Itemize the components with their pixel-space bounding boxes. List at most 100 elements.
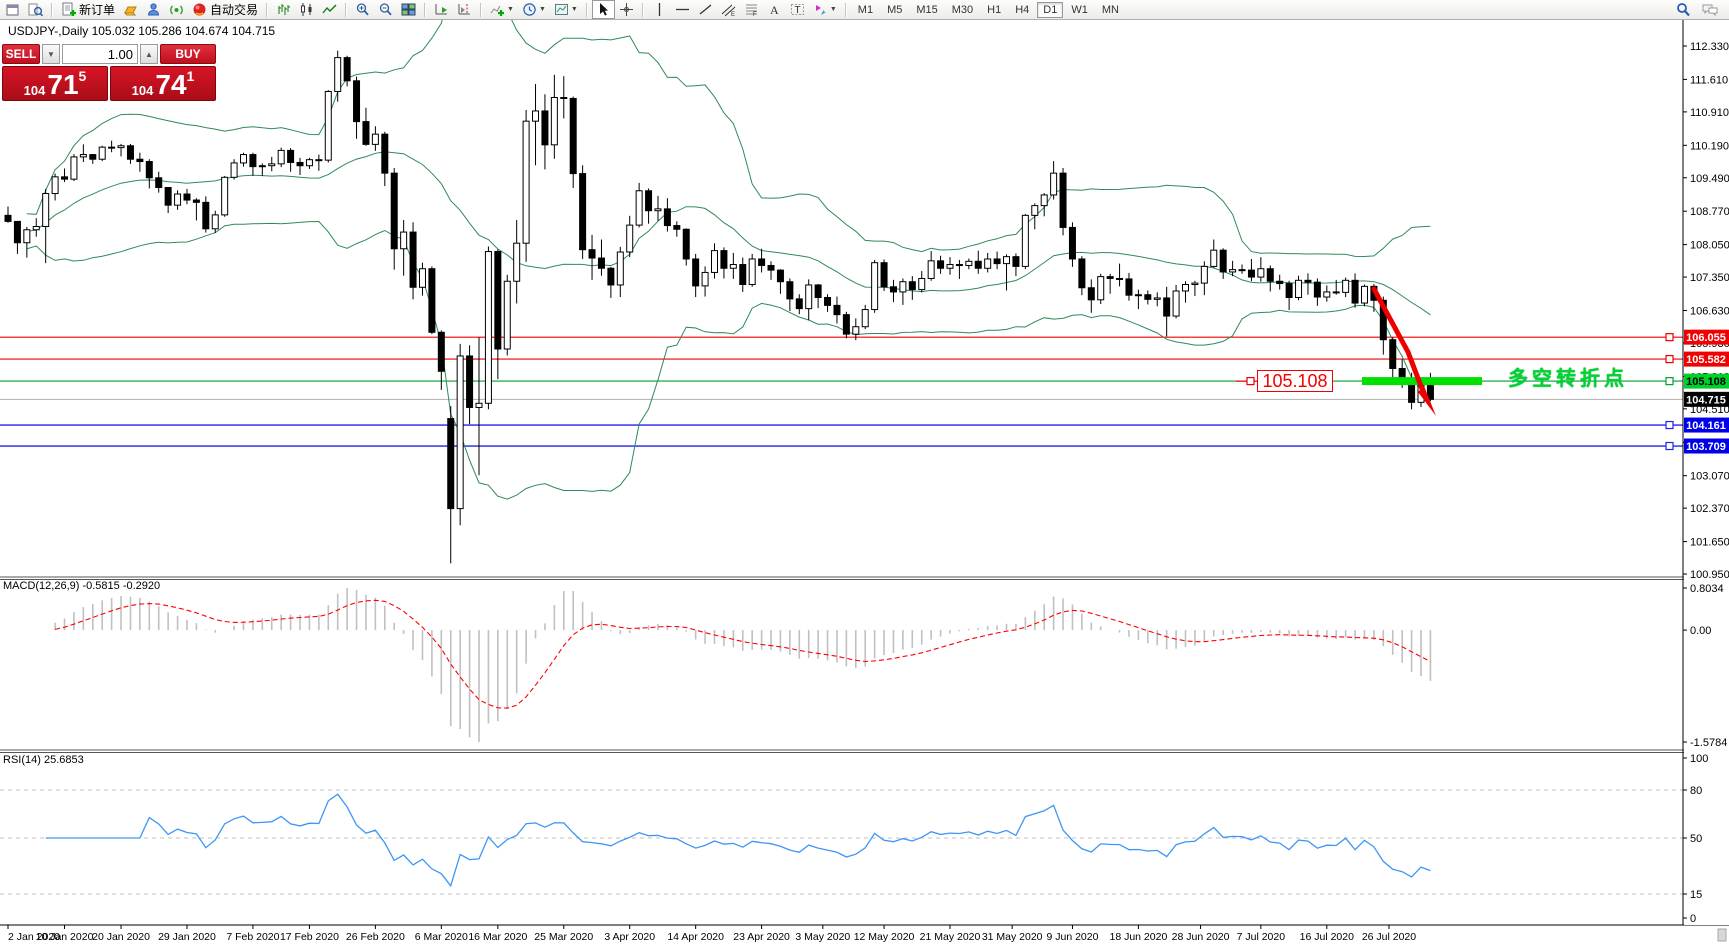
toolbar-separator bbox=[844, 2, 847, 17]
annotation-note-text: 多空转折点 bbox=[1508, 368, 1628, 390]
toolbar-group-4 bbox=[429, 0, 477, 19]
line-chart-button[interactable] bbox=[318, 0, 341, 19]
bar-chart-button[interactable] bbox=[272, 0, 295, 19]
svg-text:111.610: 111.610 bbox=[1690, 74, 1728, 86]
price-callout-105108[interactable]: 105.108 bbox=[1257, 370, 1333, 392]
timeframe-button-m5[interactable]: M5 bbox=[887, 3, 903, 16]
shapes-icon bbox=[813, 2, 828, 17]
tile-windows-button[interactable] bbox=[397, 0, 420, 19]
toolbar-separator bbox=[345, 2, 348, 17]
zoom-in-button[interactable] bbox=[351, 0, 374, 19]
svg-text:109.490: 109.490 bbox=[1690, 173, 1729, 185]
toolbar-separator bbox=[266, 2, 269, 17]
search-button[interactable] bbox=[1671, 0, 1697, 19]
svg-text:105.582: 105.582 bbox=[1686, 354, 1726, 366]
signals-icon bbox=[169, 2, 184, 17]
volume-increase-button[interactable]: ▲ bbox=[140, 44, 158, 64]
indicators-icon bbox=[490, 2, 505, 17]
autotrade-icon bbox=[192, 2, 207, 17]
svg-text:3 Apr 2020: 3 Apr 2020 bbox=[604, 931, 655, 943]
toolbar-group-6 bbox=[591, 0, 639, 19]
new-order-icon bbox=[61, 2, 76, 17]
deposit-button[interactable] bbox=[119, 0, 142, 19]
volume-input[interactable] bbox=[62, 44, 138, 64]
hline-button[interactable] bbox=[671, 0, 694, 19]
periods-button[interactable]: ▼ bbox=[518, 0, 550, 19]
chevron-down-icon: ▼ bbox=[538, 6, 546, 13]
autoscroll-button[interactable] bbox=[430, 0, 453, 19]
fibonacci-button[interactable]: F bbox=[740, 0, 763, 19]
zoom-preview-button[interactable] bbox=[24, 0, 47, 19]
label-button[interactable]: T bbox=[786, 0, 809, 19]
svg-text:16 Jul 2020: 16 Jul 2020 bbox=[1300, 931, 1354, 943]
crosshair-button[interactable] bbox=[615, 0, 638, 19]
community-button[interactable] bbox=[142, 0, 165, 19]
volume-decrease-button[interactable]: ▼ bbox=[42, 44, 60, 64]
cursor-button[interactable] bbox=[591, 0, 615, 19]
svg-text:103.070: 103.070 bbox=[1690, 471, 1729, 483]
channel-button[interactable]: E bbox=[717, 0, 740, 19]
toolbar-group-2 bbox=[271, 0, 342, 19]
chat-button[interactable] bbox=[1697, 0, 1723, 19]
svg-text:104.715: 104.715 bbox=[1686, 394, 1726, 406]
main-toolbar: 新订单 自动交易 ▼ ▼ ▼ E F A T ▼ M1 M5 M15 M30 H1 H4 D1 W1 MN bbox=[0, 0, 1729, 20]
chevron-down-icon: ▼ bbox=[570, 6, 578, 13]
macd-indicator-label: MACD(12,26,9) -0.5815 -0.2920 bbox=[3, 580, 161, 592]
toolbar-group-5: ▼ ▼ ▼ bbox=[485, 0, 583, 19]
toolbar-separator bbox=[641, 2, 644, 17]
buy-price-panel[interactable]: 104 74 1 bbox=[110, 66, 216, 101]
timeframe-button-d1[interactable]: D1 bbox=[1037, 1, 1064, 18]
svg-text:T: T bbox=[794, 5, 800, 16]
candle-chart-button[interactable] bbox=[295, 0, 318, 19]
svg-text:3 May 2020: 3 May 2020 bbox=[795, 931, 850, 943]
indicators-button[interactable]: ▼ bbox=[486, 0, 518, 19]
autotrade-button[interactable]: 自动交易 bbox=[188, 0, 262, 19]
one-click-trading-panel: SELL ▼ ▲ BUY 104 71 5 104 74 1 bbox=[2, 44, 216, 101]
timeframe-button-w1[interactable]: W1 bbox=[1071, 3, 1088, 16]
chevron-down-icon: ▼ bbox=[507, 6, 514, 13]
text-icon: A bbox=[767, 2, 782, 17]
svg-text:106.630: 106.630 bbox=[1690, 305, 1729, 317]
svg-text:25 Mar 2020: 25 Mar 2020 bbox=[534, 931, 593, 943]
svg-text:105.108: 105.108 bbox=[1686, 376, 1726, 388]
trendline-button[interactable] bbox=[694, 0, 717, 19]
chart-shift-button[interactable] bbox=[453, 0, 476, 19]
chat-icon bbox=[1701, 2, 1719, 17]
window-button[interactable] bbox=[1, 0, 24, 19]
buy-price-big: 74 bbox=[155, 69, 187, 100]
timeframe-button-h1[interactable]: H1 bbox=[987, 3, 1002, 16]
timeframe-button-m1[interactable]: M1 bbox=[857, 3, 874, 16]
timeframe-button-h4[interactable]: H4 bbox=[1015, 3, 1030, 16]
zoom-out-button[interactable] bbox=[374, 0, 397, 19]
svg-text:A: A bbox=[770, 3, 779, 17]
new-order-button[interactable]: 新订单 bbox=[57, 0, 119, 19]
sell-price-pip: 5 bbox=[78, 68, 87, 84]
text-button[interactable]: A bbox=[763, 0, 786, 19]
svg-text:7 Jul 2020: 7 Jul 2020 bbox=[1237, 931, 1286, 943]
templates-button[interactable]: ▼ bbox=[550, 0, 582, 19]
hline-icon bbox=[675, 2, 690, 17]
svg-text:104.510: 104.510 bbox=[1690, 404, 1729, 416]
timeframe-button-mn[interactable]: MN bbox=[1101, 3, 1119, 16]
buy-price-figure: 104 bbox=[131, 83, 154, 98]
signals-button[interactable] bbox=[165, 0, 188, 19]
svg-text:23 Apr 2020: 23 Apr 2020 bbox=[733, 931, 790, 943]
svg-text:12 May 2020: 12 May 2020 bbox=[854, 931, 915, 943]
timeframe-button-m15[interactable]: M15 bbox=[916, 3, 938, 16]
sell-button[interactable]: SELL bbox=[2, 44, 40, 64]
timeframe-button-m30[interactable]: M30 bbox=[951, 3, 974, 16]
vline-icon bbox=[652, 2, 667, 17]
bar-chart-icon bbox=[276, 2, 291, 17]
buy-price-pip: 1 bbox=[186, 68, 195, 84]
vline-button[interactable] bbox=[648, 0, 671, 19]
shapes-button[interactable]: ▼ bbox=[809, 0, 841, 19]
svg-text:17 Feb 2020: 17 Feb 2020 bbox=[280, 931, 339, 943]
toolbar-separator bbox=[585, 2, 588, 17]
buy-button[interactable]: BUY bbox=[160, 44, 216, 64]
svg-text:-1.5784: -1.5784 bbox=[1690, 737, 1727, 749]
svg-text:100.950: 100.950 bbox=[1690, 569, 1729, 581]
svg-text:21 May 2020: 21 May 2020 bbox=[920, 931, 981, 943]
chart-shift-icon bbox=[457, 2, 472, 17]
sell-price-panel[interactable]: 104 71 5 bbox=[2, 66, 108, 101]
